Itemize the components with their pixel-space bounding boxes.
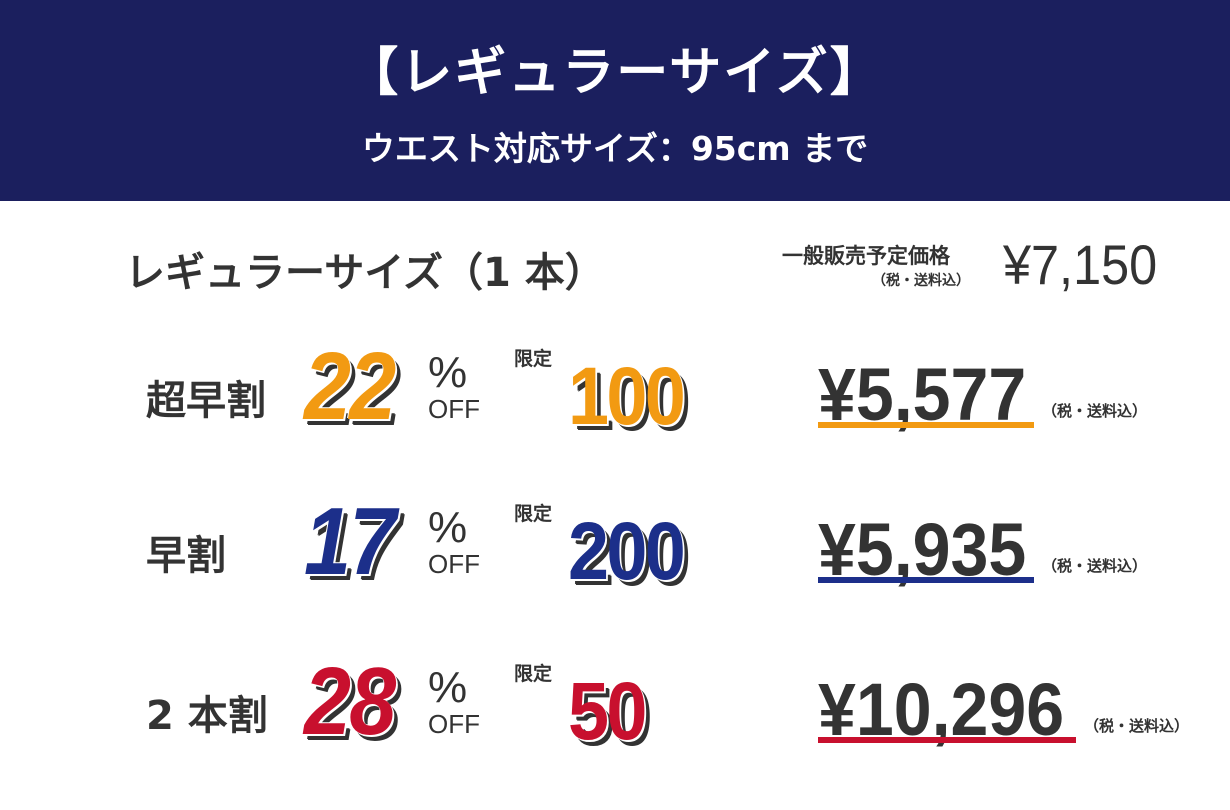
regular-price-label: 一般販売予定価格 bbox=[782, 244, 950, 268]
price-tax-note: （税・送料込） bbox=[1042, 402, 1148, 420]
percent-sign: % bbox=[428, 348, 468, 397]
regular-price: ¥7,150 bbox=[1003, 233, 1158, 296]
price-underline bbox=[818, 422, 1034, 428]
limited-label: 限定 bbox=[514, 503, 553, 525]
off-label: OFF bbox=[428, 394, 480, 424]
price-underline bbox=[818, 577, 1034, 583]
limited-label: 限定 bbox=[514, 663, 553, 685]
off-label: OFF bbox=[428, 549, 480, 579]
limited-quantity: 200 bbox=[568, 506, 686, 597]
limited-label: 限定 bbox=[514, 348, 553, 370]
price-underline bbox=[818, 737, 1076, 743]
price-tax-note: （税・送料込） bbox=[1042, 557, 1148, 575]
discount-percent: 17 bbox=[304, 488, 396, 595]
limited-quantity: 100 bbox=[568, 351, 686, 442]
percent-sign: % bbox=[428, 503, 468, 552]
header-banner bbox=[0, 0, 1230, 201]
page-title: 【レギュラーサイズ】 bbox=[346, 43, 884, 103]
waist-size-subtitle: ウエスト対応サイズ：95cm まで bbox=[361, 129, 869, 168]
regular-price-tax-note: （税・送料込） bbox=[872, 273, 970, 289]
percent-sign: % bbox=[428, 663, 468, 712]
off-label: OFF bbox=[428, 709, 480, 739]
discount-percent: 22 bbox=[304, 333, 396, 440]
discount-percent: 28 bbox=[304, 648, 396, 755]
limited-quantity: 50 bbox=[568, 666, 647, 757]
discount-tier-label: 早割 bbox=[146, 533, 226, 579]
price-tax-note: （税・送料込） bbox=[1084, 717, 1190, 735]
discount-tier-label: 超早割 bbox=[146, 378, 266, 424]
discount-tier-label: 2 本割 bbox=[146, 693, 268, 739]
product-name: レギュラーサイズ（1 本） bbox=[125, 250, 605, 296]
